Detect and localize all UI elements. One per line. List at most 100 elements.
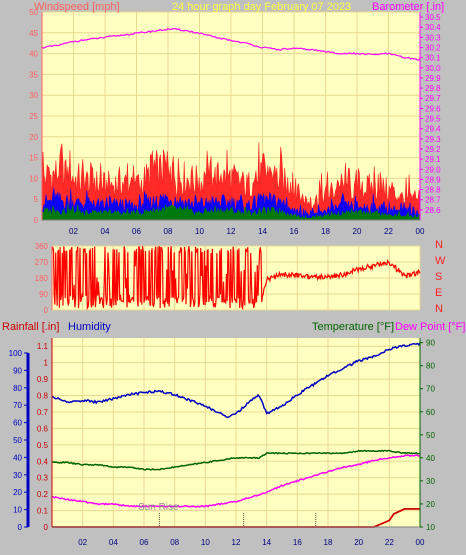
direction-tick-label: 180: [35, 274, 49, 283]
rainfall-tick-label: 0.5: [37, 441, 49, 450]
barometer-tick-label: 29.9: [425, 74, 441, 83]
humidity-tick-label: 20: [13, 488, 22, 497]
compass-label: E: [435, 287, 442, 299]
humidity-axis-label: Humidity: [68, 321, 111, 333]
rainfall-tick-label: 0.7: [37, 408, 49, 417]
barometer-series: [41, 27, 421, 61]
hour-tick-label: 06: [140, 538, 149, 547]
temperature-series: [51, 449, 421, 471]
compass-label: W: [435, 255, 446, 267]
rainfall-series: [52, 507, 420, 528]
humidity-tick-label: 90: [13, 366, 22, 375]
rainfall-tick-label: 0.6: [37, 424, 49, 433]
hour-tick-label: 16: [290, 227, 299, 236]
windspeed-tick-label: 40: [29, 50, 38, 59]
barometer-tick-label: 29.1: [425, 155, 441, 164]
wind-barometer-series: [41, 27, 421, 221]
direction-tick-label: 90: [39, 290, 48, 299]
dewpoint-series: [51, 454, 421, 508]
barometer-tick-label: 30.0: [425, 64, 441, 73]
humidity-tick-label: 60: [13, 419, 22, 428]
hour-tick-label: 10: [201, 538, 210, 547]
rainfall-tick-label: 0.8: [37, 392, 49, 401]
humidity-tick-label: 80: [13, 384, 22, 393]
hour-tick-label: 20: [354, 538, 363, 547]
hour-tick-label: 18: [324, 538, 333, 547]
windspeed-tick-label: 15: [29, 154, 38, 163]
gust-series: [41, 142, 421, 221]
hour-tick-label: 18: [321, 227, 330, 236]
humidity-tick-label: 40: [13, 453, 22, 462]
temperature-axis-label: Temperature [°F]: [312, 321, 394, 333]
humidity-tick-label: 50: [13, 436, 22, 445]
windspeed-tick-label: 50: [29, 8, 38, 17]
windspeed-tick-label: 35: [29, 70, 38, 79]
humidity-series: [51, 342, 421, 419]
barometer-tick-label: 29.3: [425, 135, 441, 144]
barometer-tick-label: 30.4: [425, 23, 441, 32]
rainfall-tick-label: 0: [44, 523, 49, 532]
barometer-tick-label: 29.8: [425, 84, 441, 93]
windspeed-tick-label: 20: [29, 133, 38, 142]
humidity-temperature-panel: 0 0.1 0.2 0.3 0.4 0.5 0.6 0.7 0.8 0.9 1 1.1 0 10 20 30 4…: [2, 321, 465, 547]
hour-tick-label: 08: [164, 227, 173, 236]
rainfall-tick-label: 0.2: [37, 490, 49, 499]
humidity-tick-label: 100: [9, 349, 23, 358]
hour-tick-label: 20: [353, 227, 362, 236]
temperature-tick-label: 70: [426, 385, 435, 394]
direction-tick-label: 360: [35, 242, 49, 251]
rainfall-tick-label: 0.3: [37, 474, 49, 483]
barometer-tick-label: 29.7: [425, 94, 441, 103]
hour-tick-label: 12: [232, 538, 241, 547]
temperature-tick-label: 10: [426, 523, 435, 532]
windspeed-axis-label: Windspeed [mph]: [34, 1, 120, 13]
barometer-tick-label: 28.8: [425, 186, 441, 195]
windspeed-tick-label: 45: [29, 29, 38, 38]
direction-series: [51, 246, 421, 311]
temperature-tick-label: 50: [426, 431, 435, 440]
barometer-tick-label: 30.2: [425, 44, 441, 53]
humidity-tick-label: 70: [13, 401, 22, 410]
direction-tick-label: 0: [44, 306, 49, 315]
windspeed-tick-label: 25: [29, 112, 38, 121]
barometer-tick-label: 29.2: [425, 145, 441, 154]
barometer-tick-label: 29.4: [425, 125, 441, 134]
compass-label: S: [435, 271, 442, 283]
dewpoint-axis-label: Dew Point [°F]: [395, 321, 465, 333]
hour-tick-label: 22: [385, 538, 394, 547]
sunrise-label: Sun Rise: [138, 502, 179, 513]
compass-label: N: [435, 303, 443, 315]
compass-label: N: [435, 239, 443, 251]
wind-barometer-axes: 0 5 10 15 20 25 30 35 40 45 50 28.628.728.8 28.929.0…: [29, 8, 441, 236]
wind-barometer-panel: 0 5 10 15 20 25 30 35 40 45 50 28.628.728.8 28.929.0…: [29, 1, 444, 236]
barometer-tick-label: 29.0: [425, 165, 441, 174]
hour-tick-label: 14: [262, 538, 271, 547]
barometer-tick-label: 28.9: [425, 175, 441, 184]
barometer-tick-label: 28.6: [425, 206, 441, 215]
temperature-tick-label: 30: [426, 477, 435, 486]
humidity-tick-label: 0: [18, 523, 23, 532]
windspeed-tick-label: 0: [34, 216, 39, 225]
temperature-tick-label: 40: [426, 454, 435, 463]
barometer-tick-label: 30.3: [425, 33, 441, 42]
hour-tick-label: 22: [384, 227, 393, 236]
graph-title: 24 hour graph day February 07 2023: [172, 1, 351, 13]
humidity-tick-label: 30: [13, 471, 22, 480]
hour-tick-label: 00: [416, 227, 425, 236]
hour-tick-label: 04: [101, 227, 110, 236]
rainfall-tick-label: 0.1: [37, 507, 49, 516]
windspeed-tick-label: 5: [34, 195, 39, 204]
temperature-tick-label: 80: [426, 362, 435, 371]
hour-tick-label: 12: [227, 227, 236, 236]
hour-tick-label: 10: [195, 227, 204, 236]
barometer-tick-label: 30.5: [425, 13, 441, 22]
humidity-tick-label: 10: [13, 506, 22, 515]
rainfall-tick-label: 1.1: [37, 342, 49, 351]
rainfall-tick-label: 1: [44, 359, 49, 368]
hour-tick-label: 02: [69, 227, 78, 236]
hour-tick-label: 06: [132, 227, 141, 236]
